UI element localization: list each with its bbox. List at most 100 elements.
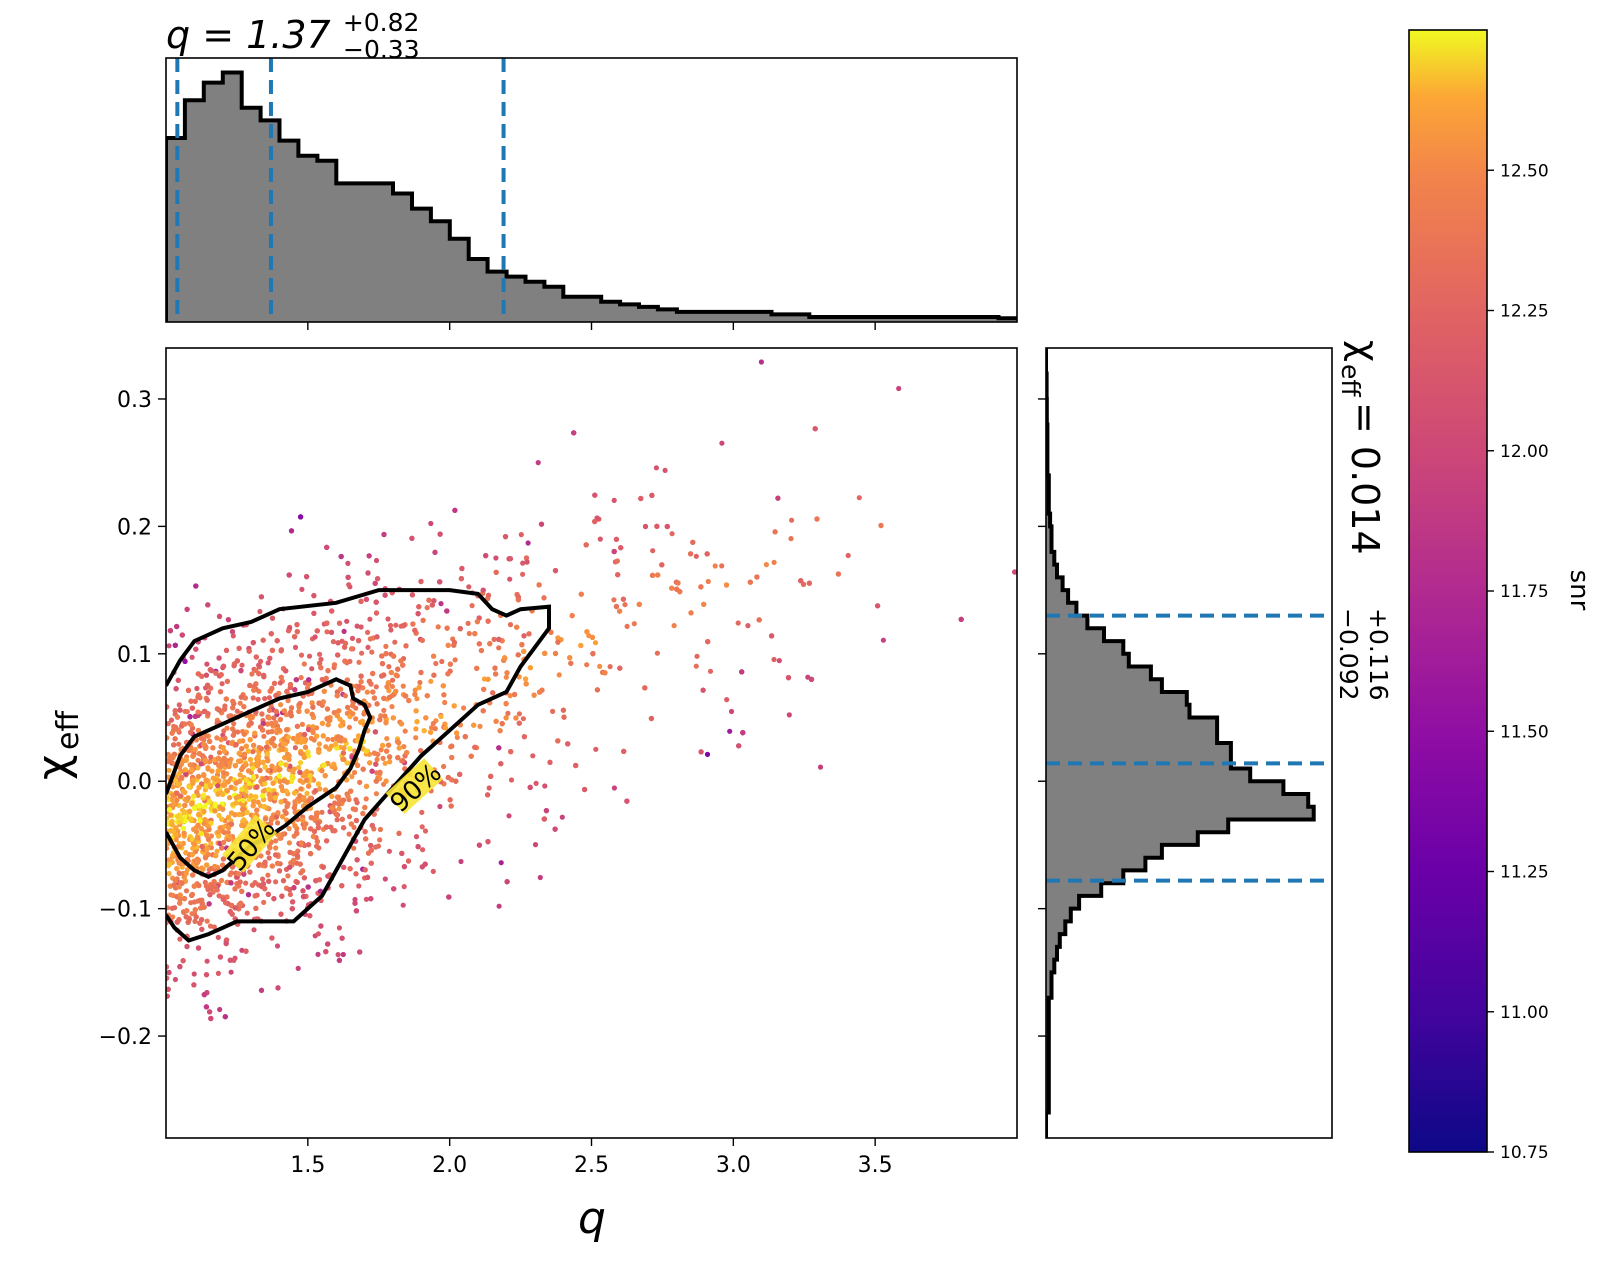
scatter-point [523, 555, 530, 561]
scatter-point [390, 715, 396, 721]
scatter-point [675, 580, 681, 586]
scatter-point [319, 809, 325, 815]
scatter-point [771, 559, 777, 566]
scatter-point [334, 693, 340, 699]
scatter-point [260, 637, 266, 643]
scatter-point [317, 786, 323, 792]
scatter-point [560, 707, 567, 713]
scatter-point [800, 581, 807, 587]
scatter-point [266, 878, 272, 884]
scatter-point [324, 544, 330, 551]
scatter-point [613, 603, 620, 610]
scatter-point [552, 568, 559, 574]
scatter-point [260, 876, 266, 882]
scatter-point [446, 894, 452, 900]
scatter-point [525, 540, 531, 546]
scatter-point [230, 732, 236, 738]
scatter-point [172, 708, 178, 714]
scatter-point [597, 536, 603, 542]
scatter-point [365, 644, 371, 651]
scatter-point [306, 726, 312, 733]
scatter-point [237, 738, 243, 744]
scatter-point [215, 934, 221, 941]
scatter-point [617, 665, 623, 671]
scatter-point [878, 522, 884, 529]
scatter-point [205, 602, 211, 608]
scatter-point [208, 1015, 214, 1022]
scatter-point [380, 742, 386, 749]
scatter-point [444, 625, 450, 631]
scatter-point [298, 786, 304, 792]
scatter-point [315, 951, 321, 958]
scatter-point [300, 868, 306, 874]
scatter-point [880, 637, 887, 643]
scatter-point [181, 757, 187, 764]
scatter-point [769, 633, 775, 639]
scatter-point [537, 874, 543, 881]
scatter-point [250, 695, 256, 701]
scatter-point [700, 687, 706, 693]
scatter-point [439, 658, 445, 665]
scatter-point [413, 834, 420, 840]
scatter-point [324, 715, 330, 722]
scatter-point [365, 874, 371, 881]
scatter-point [672, 299, 677, 304]
scatter-point [292, 799, 298, 805]
scatter-point [442, 725, 449, 731]
scatter-point [316, 741, 322, 747]
scatter-point [271, 896, 277, 902]
scatter-point [243, 880, 249, 886]
scatter-point [785, 675, 792, 681]
scatter-point [341, 745, 347, 751]
scatter-point [278, 746, 284, 753]
scatter-point [569, 613, 575, 619]
scatter-point [236, 794, 243, 800]
scatter-point [727, 728, 733, 734]
scatter-point [344, 618, 350, 624]
scatter-point [308, 826, 314, 832]
scatter-point [404, 750, 410, 756]
scatter-point [617, 608, 623, 614]
scatter-point [325, 941, 331, 947]
scatter-point [307, 913, 313, 919]
scatter-point [195, 757, 201, 763]
top-hist-bar [298, 155, 318, 322]
scatter-point [231, 721, 237, 727]
scatter-point [253, 905, 259, 912]
scatter-point [338, 553, 344, 560]
scatter-point [336, 957, 342, 964]
scatter-point [835, 571, 842, 577]
scatter-point [415, 611, 421, 617]
scatter-point [735, 620, 741, 626]
scatter-point [431, 598, 437, 604]
scatter-point [789, 517, 795, 523]
scatter-point [295, 733, 301, 739]
scatter-point [387, 759, 393, 765]
scatter-point [176, 702, 182, 708]
scatter-point [223, 647, 230, 654]
scatter-point [370, 689, 376, 695]
scatter-point [431, 672, 437, 678]
scatter-point [342, 640, 349, 646]
scatter-point [396, 830, 402, 837]
scatter-point [230, 633, 236, 639]
scatter-point [705, 639, 711, 645]
scatter-point [378, 713, 384, 719]
scatter-point [389, 704, 395, 710]
scatter-point [302, 771, 308, 777]
scatter-point [227, 795, 233, 801]
scatter-point [503, 674, 509, 680]
scatter-point [305, 753, 312, 759]
scatter-point [390, 677, 396, 683]
scatter-point [368, 842, 374, 849]
scatter-point [491, 636, 497, 643]
scatter-point [556, 672, 562, 678]
scatter-point [270, 736, 276, 742]
scatter-point [323, 949, 329, 955]
scatter-point [381, 695, 387, 701]
scatter-point [493, 555, 499, 561]
scatter-point [271, 715, 277, 721]
scatter-point [294, 629, 300, 635]
top-hist-bar [222, 72, 243, 322]
scatter-point [228, 969, 234, 975]
